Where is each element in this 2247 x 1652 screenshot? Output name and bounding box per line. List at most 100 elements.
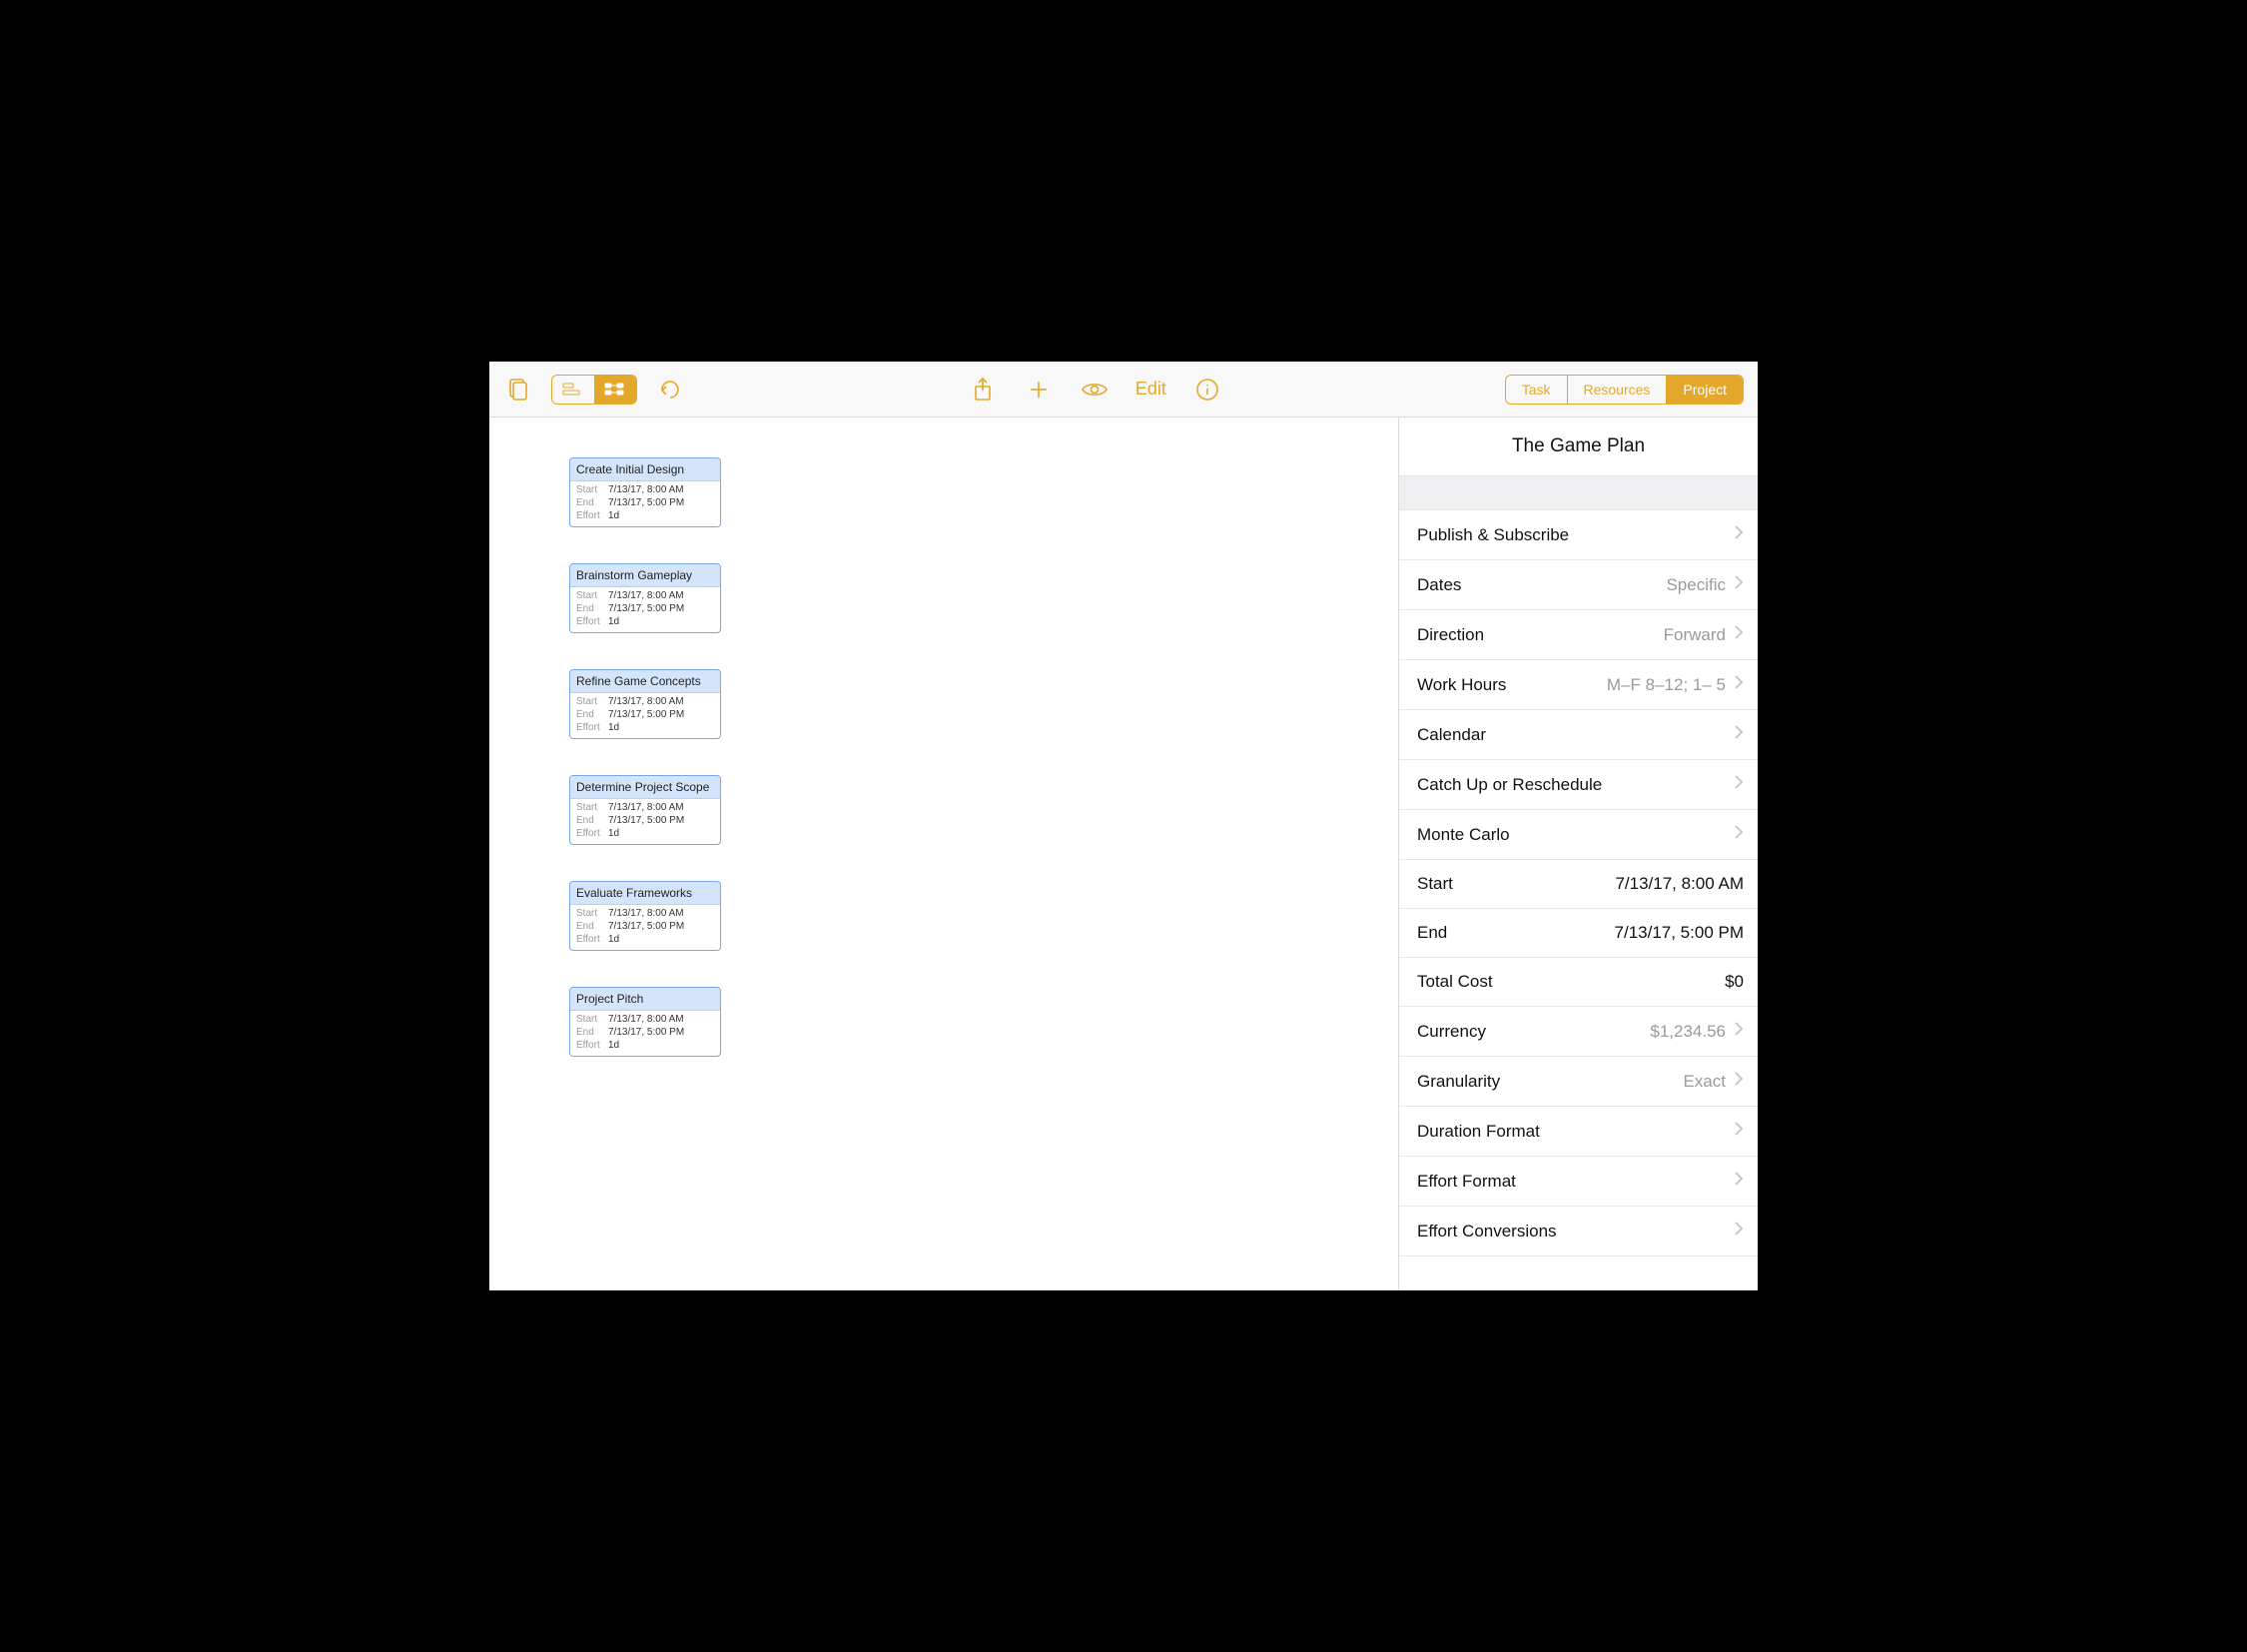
label-effort: Effort bbox=[576, 1040, 608, 1051]
chevron-right-icon bbox=[1734, 1121, 1744, 1142]
settings-row[interactable]: Calendar bbox=[1399, 710, 1758, 760]
app-window: Edit Task Resources Project Create Initi… bbox=[484, 357, 1763, 1295]
task-end: 7/13/17, 5:00 PM bbox=[608, 709, 684, 720]
task-title: Refine Game Concepts bbox=[570, 670, 720, 693]
task-start: 7/13/17, 8:00 AM bbox=[608, 1014, 684, 1025]
settings-label: End bbox=[1417, 923, 1447, 943]
task-end: 7/13/17, 5:00 PM bbox=[608, 497, 684, 508]
task-card[interactable]: Determine Project Scope Start7/13/17, 8:0… bbox=[569, 775, 721, 845]
project-title: The Game Plan bbox=[1399, 417, 1758, 476]
task-title: Project Pitch bbox=[570, 988, 720, 1011]
documents-icon[interactable] bbox=[503, 375, 533, 405]
settings-row[interactable]: Publish & Subscribe bbox=[1399, 510, 1758, 560]
settings-label: Work Hours bbox=[1417, 675, 1506, 695]
network-canvas[interactable]: Create Initial DesignStart7/13/17, 8:00 … bbox=[489, 417, 1398, 1290]
chevron-right-icon bbox=[1734, 724, 1744, 745]
task-effort: 1d bbox=[608, 1040, 619, 1051]
task-card[interactable]: Brainstorm Gameplay Start7/13/17, 8:00 AM… bbox=[569, 563, 721, 633]
chevron-right-icon bbox=[1734, 1071, 1744, 1092]
label-start: Start bbox=[576, 802, 608, 813]
label-end: End bbox=[576, 1027, 608, 1038]
settings-label: Start bbox=[1417, 874, 1453, 894]
settings-label: Effort Conversions bbox=[1417, 1222, 1557, 1241]
view-toggle bbox=[551, 375, 637, 405]
chevron-right-icon bbox=[1734, 674, 1744, 695]
label-effort: Effort bbox=[576, 616, 608, 627]
share-icon[interactable] bbox=[968, 375, 998, 405]
edit-button[interactable]: Edit bbox=[1135, 379, 1166, 400]
settings-value: $1,234.56 bbox=[1650, 1022, 1726, 1042]
chevron-right-icon bbox=[1734, 1171, 1744, 1192]
toolbar: Edit Task Resources Project bbox=[489, 362, 1758, 417]
settings-row[interactable]: Duration Format bbox=[1399, 1107, 1758, 1157]
view-gantt-button[interactable] bbox=[552, 376, 594, 404]
task-end: 7/13/17, 5:00 PM bbox=[608, 603, 684, 614]
task-title: Brainstorm Gameplay bbox=[570, 564, 720, 587]
view-network-button[interactable] bbox=[594, 376, 636, 404]
settings-value: M–F 8–12; 1– 5 bbox=[1607, 675, 1726, 695]
settings-row[interactable]: Monte Carlo bbox=[1399, 810, 1758, 860]
label-end: End bbox=[576, 709, 608, 720]
inspector-panel: The Game Plan Publish & SubscribeDatesSp… bbox=[1398, 417, 1758, 1290]
task-title: Evaluate Frameworks bbox=[570, 882, 720, 905]
content-area: Create Initial DesignStart7/13/17, 8:00 … bbox=[489, 417, 1758, 1290]
chevron-right-icon bbox=[1734, 1021, 1744, 1042]
tab-project[interactable]: Project bbox=[1667, 376, 1743, 404]
settings-row[interactable]: Currency$1,234.56 bbox=[1399, 1007, 1758, 1057]
settings-label: Dates bbox=[1417, 575, 1461, 595]
settings-row: End7/13/17, 5:00 PM bbox=[1399, 909, 1758, 958]
chevron-right-icon bbox=[1734, 774, 1744, 795]
task-card[interactable]: Create Initial DesignStart7/13/17, 8:00 … bbox=[569, 457, 721, 527]
settings-row: Total Cost$0 bbox=[1399, 958, 1758, 1007]
settings-label: Granularity bbox=[1417, 1072, 1500, 1092]
task-end: 7/13/17, 5:00 PM bbox=[608, 921, 684, 932]
label-start: Start bbox=[576, 696, 608, 707]
settings-value: Exact bbox=[1683, 1072, 1726, 1092]
settings-label: Duration Format bbox=[1417, 1122, 1540, 1142]
task-title: Determine Project Scope bbox=[570, 776, 720, 799]
settings-row[interactable]: Catch Up or Reschedule bbox=[1399, 760, 1758, 810]
settings-value: 7/13/17, 8:00 AM bbox=[1615, 874, 1744, 894]
task-start: 7/13/17, 8:00 AM bbox=[608, 590, 684, 601]
settings-value: $0 bbox=[1725, 972, 1744, 992]
settings-label: Calendar bbox=[1417, 725, 1486, 745]
add-icon[interactable] bbox=[1024, 375, 1054, 405]
task-end: 7/13/17, 5:00 PM bbox=[608, 1027, 684, 1038]
task-effort: 1d bbox=[608, 828, 619, 839]
settings-row[interactable]: DatesSpecific bbox=[1399, 560, 1758, 610]
task-effort: 1d bbox=[608, 616, 619, 627]
settings-row[interactable]: Work Hours M–F 8–12; 1– 5 bbox=[1399, 660, 1758, 710]
settings-label: Monte Carlo bbox=[1417, 825, 1510, 845]
task-card[interactable]: Project Pitch Start7/13/17, 8:00 AMEnd7/1… bbox=[569, 987, 721, 1057]
chevron-right-icon bbox=[1734, 624, 1744, 645]
settings-row[interactable]: Effort Format bbox=[1399, 1157, 1758, 1207]
task-effort: 1d bbox=[608, 722, 619, 733]
settings-row[interactable]: Effort Conversions bbox=[1399, 1207, 1758, 1256]
info-icon[interactable] bbox=[1192, 375, 1222, 405]
label-effort: Effort bbox=[576, 510, 608, 521]
task-end: 7/13/17, 5:00 PM bbox=[608, 815, 684, 826]
task-effort: 1d bbox=[608, 510, 619, 521]
task-effort: 1d bbox=[608, 934, 619, 945]
label-end: End bbox=[576, 921, 608, 932]
label-end: End bbox=[576, 815, 608, 826]
tab-task[interactable]: Task bbox=[1506, 376, 1568, 404]
tab-resources[interactable]: Resources bbox=[1568, 376, 1668, 404]
label-start: Start bbox=[576, 590, 608, 601]
settings-row: Start 7/13/17, 8:00 AM bbox=[1399, 860, 1758, 909]
label-start: Start bbox=[576, 484, 608, 495]
task-start: 7/13/17, 8:00 AM bbox=[608, 802, 684, 813]
chevron-right-icon bbox=[1734, 824, 1744, 845]
chevron-right-icon bbox=[1734, 524, 1744, 545]
settings-row[interactable]: Direction Forward bbox=[1399, 610, 1758, 660]
eye-icon[interactable] bbox=[1080, 375, 1110, 405]
label-effort: Effort bbox=[576, 828, 608, 839]
task-start: 7/13/17, 8:00 AM bbox=[608, 484, 684, 495]
label-start: Start bbox=[576, 1014, 608, 1025]
task-card[interactable]: Evaluate FrameworksStart7/13/17, 8:00 AM… bbox=[569, 881, 721, 951]
settings-row[interactable]: Granularity Exact bbox=[1399, 1057, 1758, 1107]
settings-value: Forward bbox=[1664, 625, 1726, 645]
settings-label: Direction bbox=[1417, 625, 1484, 645]
undo-icon[interactable] bbox=[655, 375, 685, 405]
task-card[interactable]: Refine Game ConceptsStart7/13/17, 8:00 A… bbox=[569, 669, 721, 739]
